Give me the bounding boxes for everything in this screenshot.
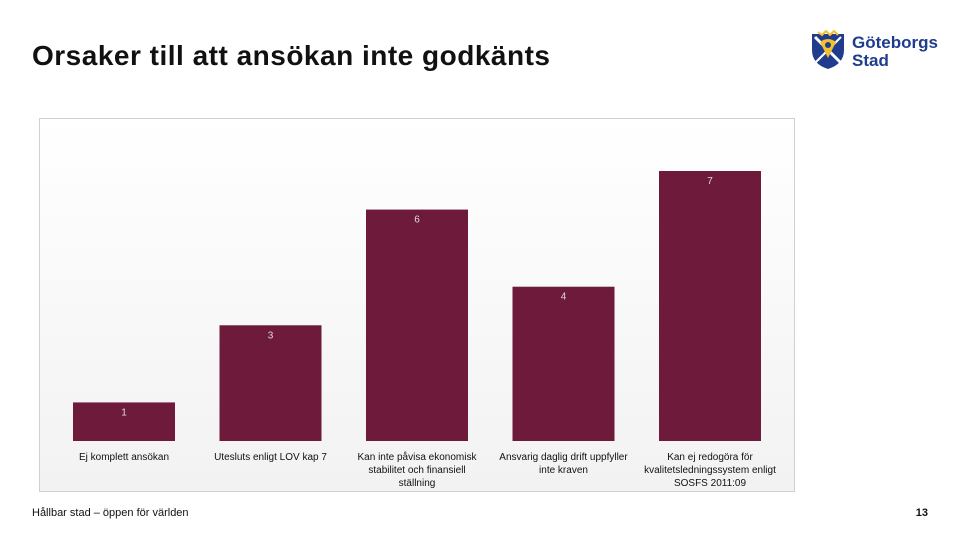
bar-value-label-5: 7 <box>707 176 713 187</box>
category-label-3: Kan inte påvisa ekonomisk stabilitet och … <box>358 451 478 489</box>
goteborgs-stad-logo: Göteborgs Stad <box>810 30 938 74</box>
chart-area: 1 Ej komplett ansökan 3 Utesluts enligt LOV… <box>39 118 795 492</box>
bar-2 <box>219 325 322 441</box>
category-label-2: Utesluts enligt LOV kap 7 <box>214 452 327 463</box>
bar-3 <box>366 209 468 441</box>
bar-chart: 1 Ej komplett ansökan 3 Utesluts enligt LOV… <box>73 171 776 489</box>
logo-line-2: Stad <box>852 51 889 70</box>
logo-line-1: Göteborgs <box>852 33 938 52</box>
bar-value-label-1: 1 <box>121 407 127 418</box>
category-label-4: Ansvarig daglig drift uppfyller inte krav… <box>499 452 628 476</box>
page-number: 13 <box>915 507 928 519</box>
category-label-5: Kan ej redogöra för kvalitetsledningssyst… <box>644 452 776 489</box>
category-label-1: Ej komplett ansökan <box>79 452 169 463</box>
footer-tagline: Hållbar stad – öppen för världen <box>32 507 189 519</box>
bar-value-label-3: 6 <box>414 215 420 226</box>
bar-4 <box>512 286 615 441</box>
bar-5 <box>659 171 761 441</box>
bar-1 <box>73 402 175 441</box>
bar-value-label-2: 3 <box>268 330 274 341</box>
goteborg-coat-of-arms-icon <box>812 30 844 69</box>
bar-value-label-4: 4 <box>561 292 567 303</box>
slide-title: Orsaker till att ansökan inte godkänts <box>32 40 551 71</box>
